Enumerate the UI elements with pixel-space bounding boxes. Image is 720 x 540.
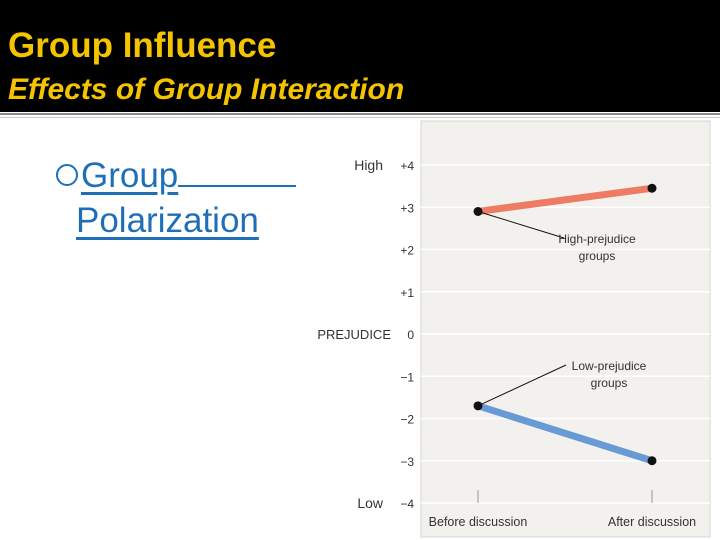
bullet-line-1: Group bbox=[56, 153, 356, 198]
series-line bbox=[477, 184, 653, 215]
plot-area bbox=[420, 120, 711, 538]
slide-title: Group Influence bbox=[8, 26, 277, 65]
leader-line bbox=[477, 364, 567, 407]
underline-extension bbox=[178, 157, 297, 187]
y-tick-label: +1 bbox=[400, 286, 414, 300]
y-tick-label: −2 bbox=[400, 413, 414, 427]
bullet-text-polarization: Polarization bbox=[76, 201, 259, 240]
data-point bbox=[647, 183, 657, 193]
divider-line bbox=[0, 113, 720, 115]
y-tick-label: +3 bbox=[400, 201, 414, 215]
title-bar: Group Influence Effects of Group Interac… bbox=[0, 0, 720, 112]
bullet-point: Group Polarization bbox=[56, 153, 356, 243]
x-tick-label: After discussion bbox=[608, 515, 696, 529]
series-label: Low-prejudice bbox=[572, 359, 647, 373]
y-tick-label: −3 bbox=[400, 455, 414, 469]
bullet-text-group: Group bbox=[81, 156, 179, 195]
y-end-label-low: Low bbox=[357, 495, 384, 511]
series-label: groups bbox=[591, 376, 628, 390]
y-tick-label: −1 bbox=[400, 370, 414, 384]
series-line bbox=[476, 402, 654, 465]
y-axis-label: PREJUDICE bbox=[317, 327, 391, 342]
series-label: High-prejudice bbox=[558, 232, 636, 246]
y-tick-label: +2 bbox=[400, 244, 414, 258]
data-point bbox=[647, 456, 657, 466]
y-tick-label: 0 bbox=[407, 328, 414, 342]
leader-line bbox=[477, 210, 565, 239]
bullet-ring-icon bbox=[56, 163, 78, 186]
x-tick-label: Before discussion bbox=[429, 515, 528, 529]
y-tick-label: +4 bbox=[400, 159, 414, 173]
y-end-label-high: High bbox=[354, 157, 383, 173]
divider-line-thin bbox=[0, 117, 720, 118]
y-tick-label: −4 bbox=[400, 497, 414, 511]
slide-subtitle: Effects of Group Interaction bbox=[8, 73, 405, 106]
series-label: groups bbox=[579, 249, 616, 263]
